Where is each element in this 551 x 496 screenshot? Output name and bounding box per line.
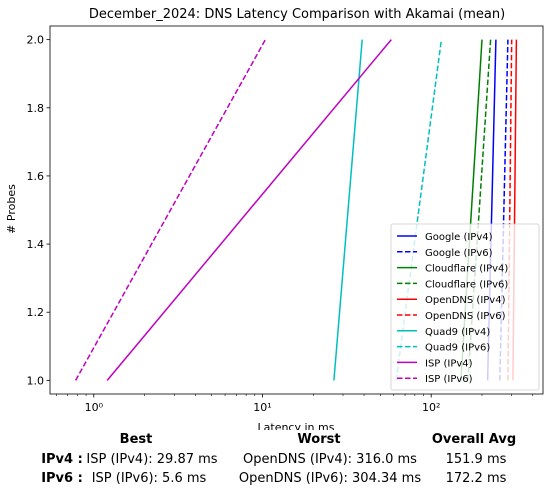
- y-tick-label: 1.0: [27, 374, 45, 387]
- ipv4-best: ISP (IPv4): 29.87 ms: [86, 452, 218, 467]
- latency-chart: December_2024: DNS Latency Comparison wi…: [5, 7, 544, 430]
- legend-label-6: Quad9 (IPv4): [425, 327, 490, 338]
- legend-box: [390, 223, 540, 391]
- avg-header: Overall Avg: [431, 432, 517, 447]
- y-tick-label: 1.6: [27, 170, 45, 183]
- y-tick-label: 2.0: [27, 34, 45, 47]
- y-tick-label: 1.8: [27, 102, 45, 115]
- series-line-6: [333, 39, 363, 381]
- y-tick-label: 1.4: [27, 238, 45, 251]
- series-line-9: [74, 39, 267, 381]
- legend-label-8: ISP (IPv4): [425, 358, 473, 369]
- x-axis-label: Latency in ms: [258, 421, 335, 430]
- legend-label-7: Quad9 (IPv6): [425, 343, 490, 354]
- legend-label-4: OpenDNS (IPv4): [425, 295, 506, 306]
- ipv6-row-label: IPv6 :: [41, 471, 83, 486]
- ipv6-best: ISP (IPv6): 5.6 ms: [91, 471, 207, 486]
- legend-label-9: ISP (IPv6): [425, 374, 473, 385]
- legend: Google (IPv4) Google (IPv6) Cloudflare (IP…: [390, 223, 540, 391]
- series-line-8: [106, 39, 392, 381]
- worst-header: Worst: [297, 432, 341, 447]
- legend-label-1: Google (IPv6): [425, 248, 493, 259]
- legend-label-2: Cloudflare (IPv4): [425, 264, 508, 275]
- ipv4-row-label: IPv4 :: [41, 452, 83, 467]
- summary-table: Best Worst Overall Avg IPv4 : ISP (IPv4)…: [0, 428, 551, 496]
- legend-label-0: Google (IPv4): [425, 232, 493, 243]
- ipv6-avg: 172.2 ms: [445, 471, 507, 486]
- y-tick-label: 1.2: [27, 306, 45, 319]
- y-axis-label: # Probes: [5, 184, 18, 234]
- ipv6-worst: OpenDNS (IPv6): 304.34 ms: [238, 471, 422, 486]
- chart-title: December_2024: DNS Latency Comparison wi…: [89, 7, 505, 22]
- ipv4-worst: OpenDNS (IPv4): 316.0 ms: [243, 452, 417, 467]
- x-tick-label: 10⁰: [85, 401, 104, 414]
- plot-frame: [49, 25, 544, 395]
- legend-label-3: Cloudflare (IPv6): [425, 279, 508, 290]
- x-tick-label: 10¹: [253, 401, 271, 414]
- legend-label-5: OpenDNS (IPv6): [425, 311, 506, 322]
- ipv4-avg: 151.9 ms: [445, 452, 507, 467]
- best-header: Best: [119, 432, 153, 447]
- x-tick-label: 10²: [422, 401, 440, 414]
